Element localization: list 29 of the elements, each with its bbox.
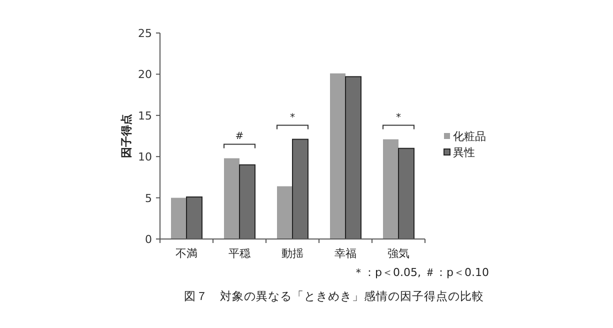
annotation: * — [396, 112, 401, 124]
y-tick-label: 20 — [138, 68, 152, 82]
bar — [345, 76, 362, 240]
bar — [171, 198, 186, 239]
bar — [383, 139, 398, 239]
y-tick-label: 0 — [145, 233, 152, 246]
y-tick-label: 10 — [138, 150, 152, 164]
bar — [239, 164, 256, 240]
x-tick-label: 強気 — [388, 247, 410, 260]
bar — [224, 158, 240, 239]
x-tick-label: 動揺 — [282, 247, 304, 260]
text: ＊：p＜0.05, ＃：p＜0.10 — [353, 266, 489, 279]
annotation: * — [290, 112, 295, 124]
bar — [292, 138, 308, 240]
bar — [398, 148, 414, 240]
x-tick-label: 幸福 — [334, 247, 356, 260]
bar — [277, 186, 292, 239]
x-tick-label: 平穏 — [228, 247, 250, 260]
y-axis-title: 因子得点 — [120, 114, 133, 158]
x-tick-label: 不満 — [176, 247, 198, 260]
legend-label: 化粧品 — [453, 130, 486, 143]
text: 図７ 対象の異なる「ときめき」感情の因子得点の比較 — [184, 289, 484, 303]
annotation: # — [235, 131, 244, 142]
legend-label: 異性 — [453, 146, 475, 159]
bar — [186, 196, 202, 240]
y-tick-label: 5 — [145, 192, 152, 205]
bar — [330, 73, 346, 239]
y-tick-label: 15 — [138, 109, 152, 122]
y-tick-label: 25 — [138, 27, 152, 40]
